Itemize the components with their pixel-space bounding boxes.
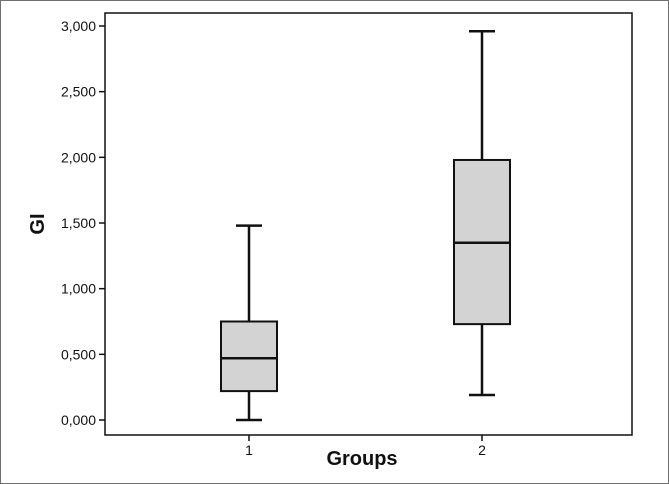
y-tick-label: 2,500 [61,84,96,100]
boxes [220,30,511,422]
y-tick-label: 0,500 [61,346,96,362]
y-axis: 0,000 0,500 1,000 1,500 2,000 2,500 3,000 [61,18,105,428]
x-axis-title: Groups [326,448,397,470]
y-tick-label: 1,500 [61,215,96,231]
x-tick-label: 1 [245,442,253,458]
y-tick-label: 2,000 [61,149,96,165]
y-axis-title: GI [27,213,49,234]
y-tick-label: 0,000 [61,412,96,428]
plot-area [104,12,633,436]
box-group [453,30,511,397]
x-tick-label: 2 [478,442,486,458]
y-tick-label: 3,000 [61,18,96,34]
box-group [220,224,278,422]
iqr-box [220,320,278,393]
y-tick-label: 1,000 [61,281,96,297]
